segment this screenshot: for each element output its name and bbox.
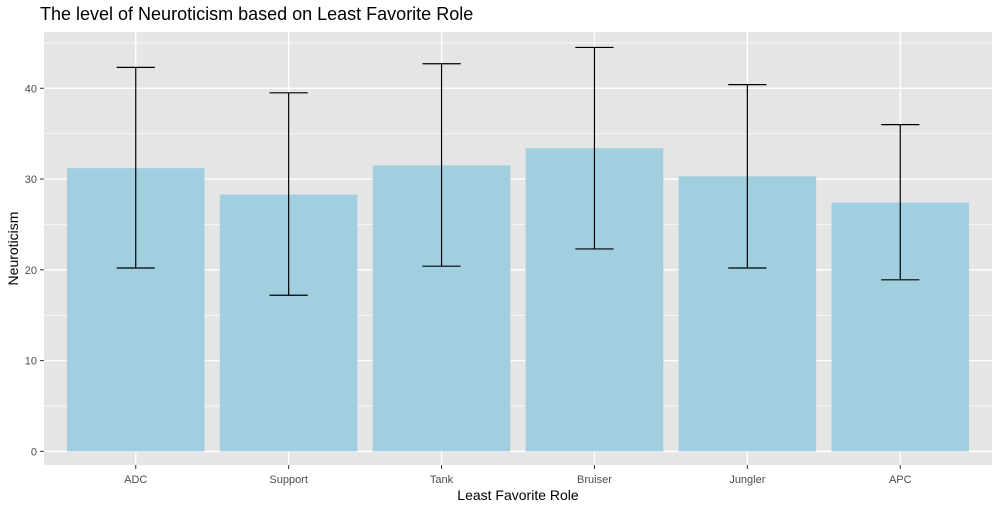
y-tick-label: 40: [25, 83, 37, 95]
errorbar-bruiser: [575, 46, 614, 250]
errorbar-apc: [881, 123, 920, 281]
y-tick-label: 20: [25, 265, 37, 277]
x-axis-title: Least Favorite Role: [457, 487, 579, 503]
errorbar-support: [269, 92, 308, 296]
y-axis: 0 10 20 30 40: [25, 83, 44, 458]
x-tick-label: APC: [889, 474, 912, 486]
x-tick-label: ADC: [124, 474, 147, 486]
y-tick-label: 30: [25, 174, 37, 186]
errorbar-tank: [422, 63, 461, 267]
errorbar-adc: [116, 66, 155, 269]
error-bars: [116, 46, 920, 296]
x-tick-label: Tank: [430, 474, 454, 486]
y-tick-label: 10: [25, 356, 37, 368]
y-axis-title: Neuroticism: [5, 212, 21, 286]
x-tick-label: Bruiser: [577, 474, 612, 486]
x-tick-label: Jungler: [729, 474, 765, 486]
x-axis: ADC Support Tank Bruiser Jungler APC: [124, 465, 912, 486]
x-tick-label: Support: [269, 474, 308, 486]
errorbar-jungler: [728, 84, 767, 269]
chart-title: The level of Neuroticism based on Least …: [40, 4, 473, 24]
y-tick-label: 0: [31, 446, 37, 458]
